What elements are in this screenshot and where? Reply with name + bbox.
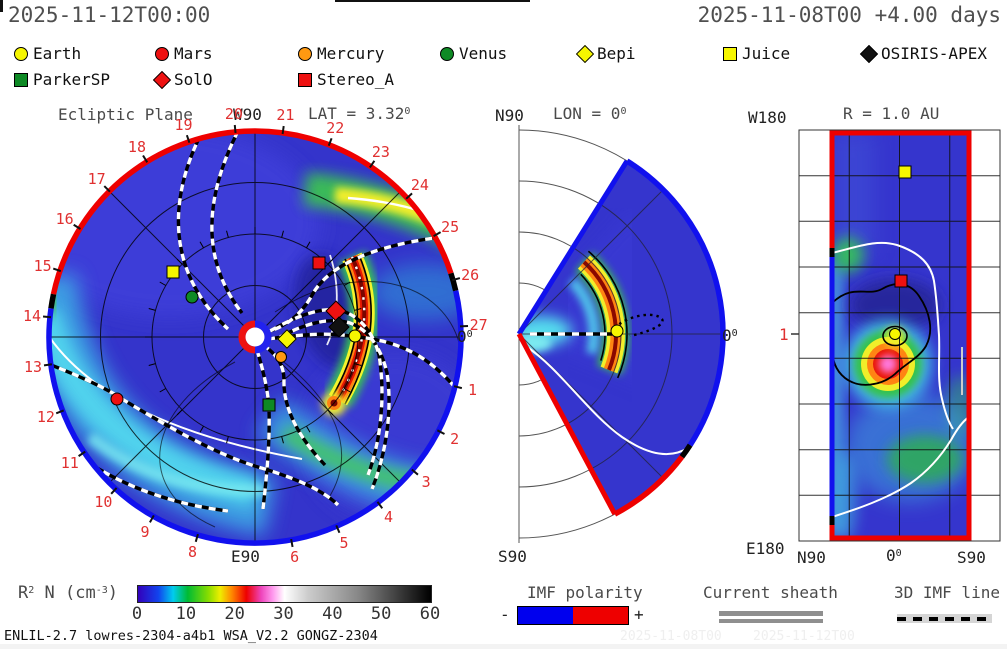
legend-item-parkersp: ParkerSP — [14, 72, 110, 88]
ecliptic-lat-label: LAT = 3.320 — [308, 104, 411, 123]
legend-label: Earth — [33, 44, 82, 63]
colorbar-tick-0: 0 — [131, 604, 143, 624]
mercury-marker-icon — [298, 47, 312, 61]
legend-label: OSIRIS-APEX — [881, 44, 987, 63]
legend-item-mars: Mars — [155, 46, 213, 62]
legend-item-osiris-apex: OSIRIS-APEX — [859, 44, 987, 64]
legend-item-solo: SolO — [152, 70, 213, 90]
meridional-s90-label: S90 — [498, 547, 527, 566]
bottom-strip — [0, 644, 1007, 649]
ecliptic-e90-label: E90 — [231, 547, 260, 566]
venus-marker-icon — [440, 47, 454, 61]
legend-label: Stereo_A — [317, 70, 395, 89]
forecast-timestamp: 2025-11-08T00 +4.00 days — [697, 3, 1001, 27]
ecliptic-plot — [46, 128, 464, 546]
ecliptic-polarity-border — [46, 128, 464, 546]
latlon-density-field — [832, 133, 969, 538]
parkersp-marker-icon — [14, 73, 28, 87]
colorbar-ticks: 0 10 20 30 40 50 60 — [132, 604, 440, 624]
legend-item-earth: Earth — [14, 46, 81, 62]
imf-plus-sign: + — [634, 605, 644, 624]
current-sheath-line — [832, 241, 954, 430]
colorbar-tick-50: 50 — [370, 604, 392, 624]
legend-label: Mars — [174, 44, 213, 63]
legend-label: Mercury — [317, 44, 385, 63]
ecliptic-w90-label: W90 — [233, 105, 262, 124]
colorbar-tick-30: 30 — [273, 604, 294, 624]
imf-positive-swatch — [573, 607, 628, 624]
cme-contour — [832, 283, 932, 386]
imf-line-dashes — [897, 616, 992, 621]
earth-marker-icon — [14, 47, 28, 61]
legend-label: ParkerSP — [33, 70, 111, 89]
solo-marker-icon — [152, 70, 172, 90]
osiris-apex-marker-icon — [859, 44, 879, 64]
imf-polarity-label: IMF polarity — [527, 583, 643, 602]
juice-marker-icon — [723, 47, 737, 61]
model-version-text: ENLIL-2.7 lowres-2304-a4b1 WSA_V2.2 GONG… — [4, 628, 378, 644]
meridional-plot — [516, 125, 726, 543]
meridional-density-field — [519, 161, 723, 515]
legend-item-juice: Juice — [723, 46, 790, 62]
meridional-n90-label: N90 — [495, 106, 524, 125]
latlon-n90-tick: N90 — [797, 548, 826, 567]
legend-label: Juice — [742, 44, 791, 63]
ecliptic-title: Ecliptic Plane — [58, 105, 193, 124]
imf-line-label: 3D IMF line — [894, 583, 1000, 602]
meridional-0deg-label: 00 — [722, 326, 738, 345]
latlon-s90-tick: S90 — [957, 548, 986, 567]
legend-label: Venus — [459, 44, 508, 63]
current-sheath-swatch — [719, 611, 823, 616]
legend-item-mercury: Mercury — [298, 46, 384, 62]
colorbar-tick-10: 10 — [175, 604, 197, 624]
bepi-marker-icon — [575, 44, 595, 64]
legend-label: Bepi — [597, 44, 636, 63]
legend-item-venus: Venus — [440, 46, 507, 62]
latlon-e180-label: E180 — [746, 539, 785, 558]
stereo_a-marker-icon — [298, 73, 312, 87]
imf-line-swatch — [897, 614, 992, 623]
colorbar-tick-40: 40 — [322, 604, 343, 624]
colorbar-tick-60: 60 — [419, 604, 441, 624]
latlon-earth-row-label: 1 — [779, 325, 789, 344]
colorbar-tick-20: 20 — [224, 604, 245, 624]
sun-icon — [238, 320, 272, 354]
legend-label: SolO — [174, 70, 213, 89]
imf-negative-swatch — [518, 607, 573, 624]
current-sheath-line — [526, 346, 689, 456]
current-sheath-label: Current sheath — [703, 583, 838, 602]
latlon-title: R = 1.0 AU — [843, 104, 940, 123]
watermark-text: 2025-11-08T00 2025-11-12T00 — [620, 629, 855, 644]
spacecraft-legend: Earth Mars Mercury Venus Bepi Juice OSIRIS-APE… — [0, 0, 1007, 100]
meridional-title: LON = 00 — [553, 104, 627, 123]
legend-item-stereo_a: Stereo_A — [298, 72, 394, 88]
ecliptic-grid-ticks — [145, 227, 365, 447]
latlon-0deg-tick: 00 — [886, 546, 902, 565]
colorbar-label: R2 N (cm-3) — [18, 583, 118, 603]
colorbar — [137, 585, 432, 603]
mars-marker-icon — [155, 47, 169, 61]
corner-notch — [0, 0, 3, 12]
ecliptic-0deg-label: 00 — [457, 327, 473, 346]
run-timestamp: 2025-11-12T00:00 — [8, 3, 211, 27]
imf-minus-sign: - — [500, 605, 510, 624]
latlon-polarity-border — [829, 130, 972, 541]
imf-polarity-swatch — [517, 606, 629, 625]
latlon-w180-label: W180 — [748, 108, 787, 127]
current-sheath-swatch — [719, 618, 823, 623]
top-border-line — [335, 0, 530, 2]
meridional-polarity-border — [516, 158, 726, 517]
legend-item-bepi: Bepi — [575, 44, 636, 64]
